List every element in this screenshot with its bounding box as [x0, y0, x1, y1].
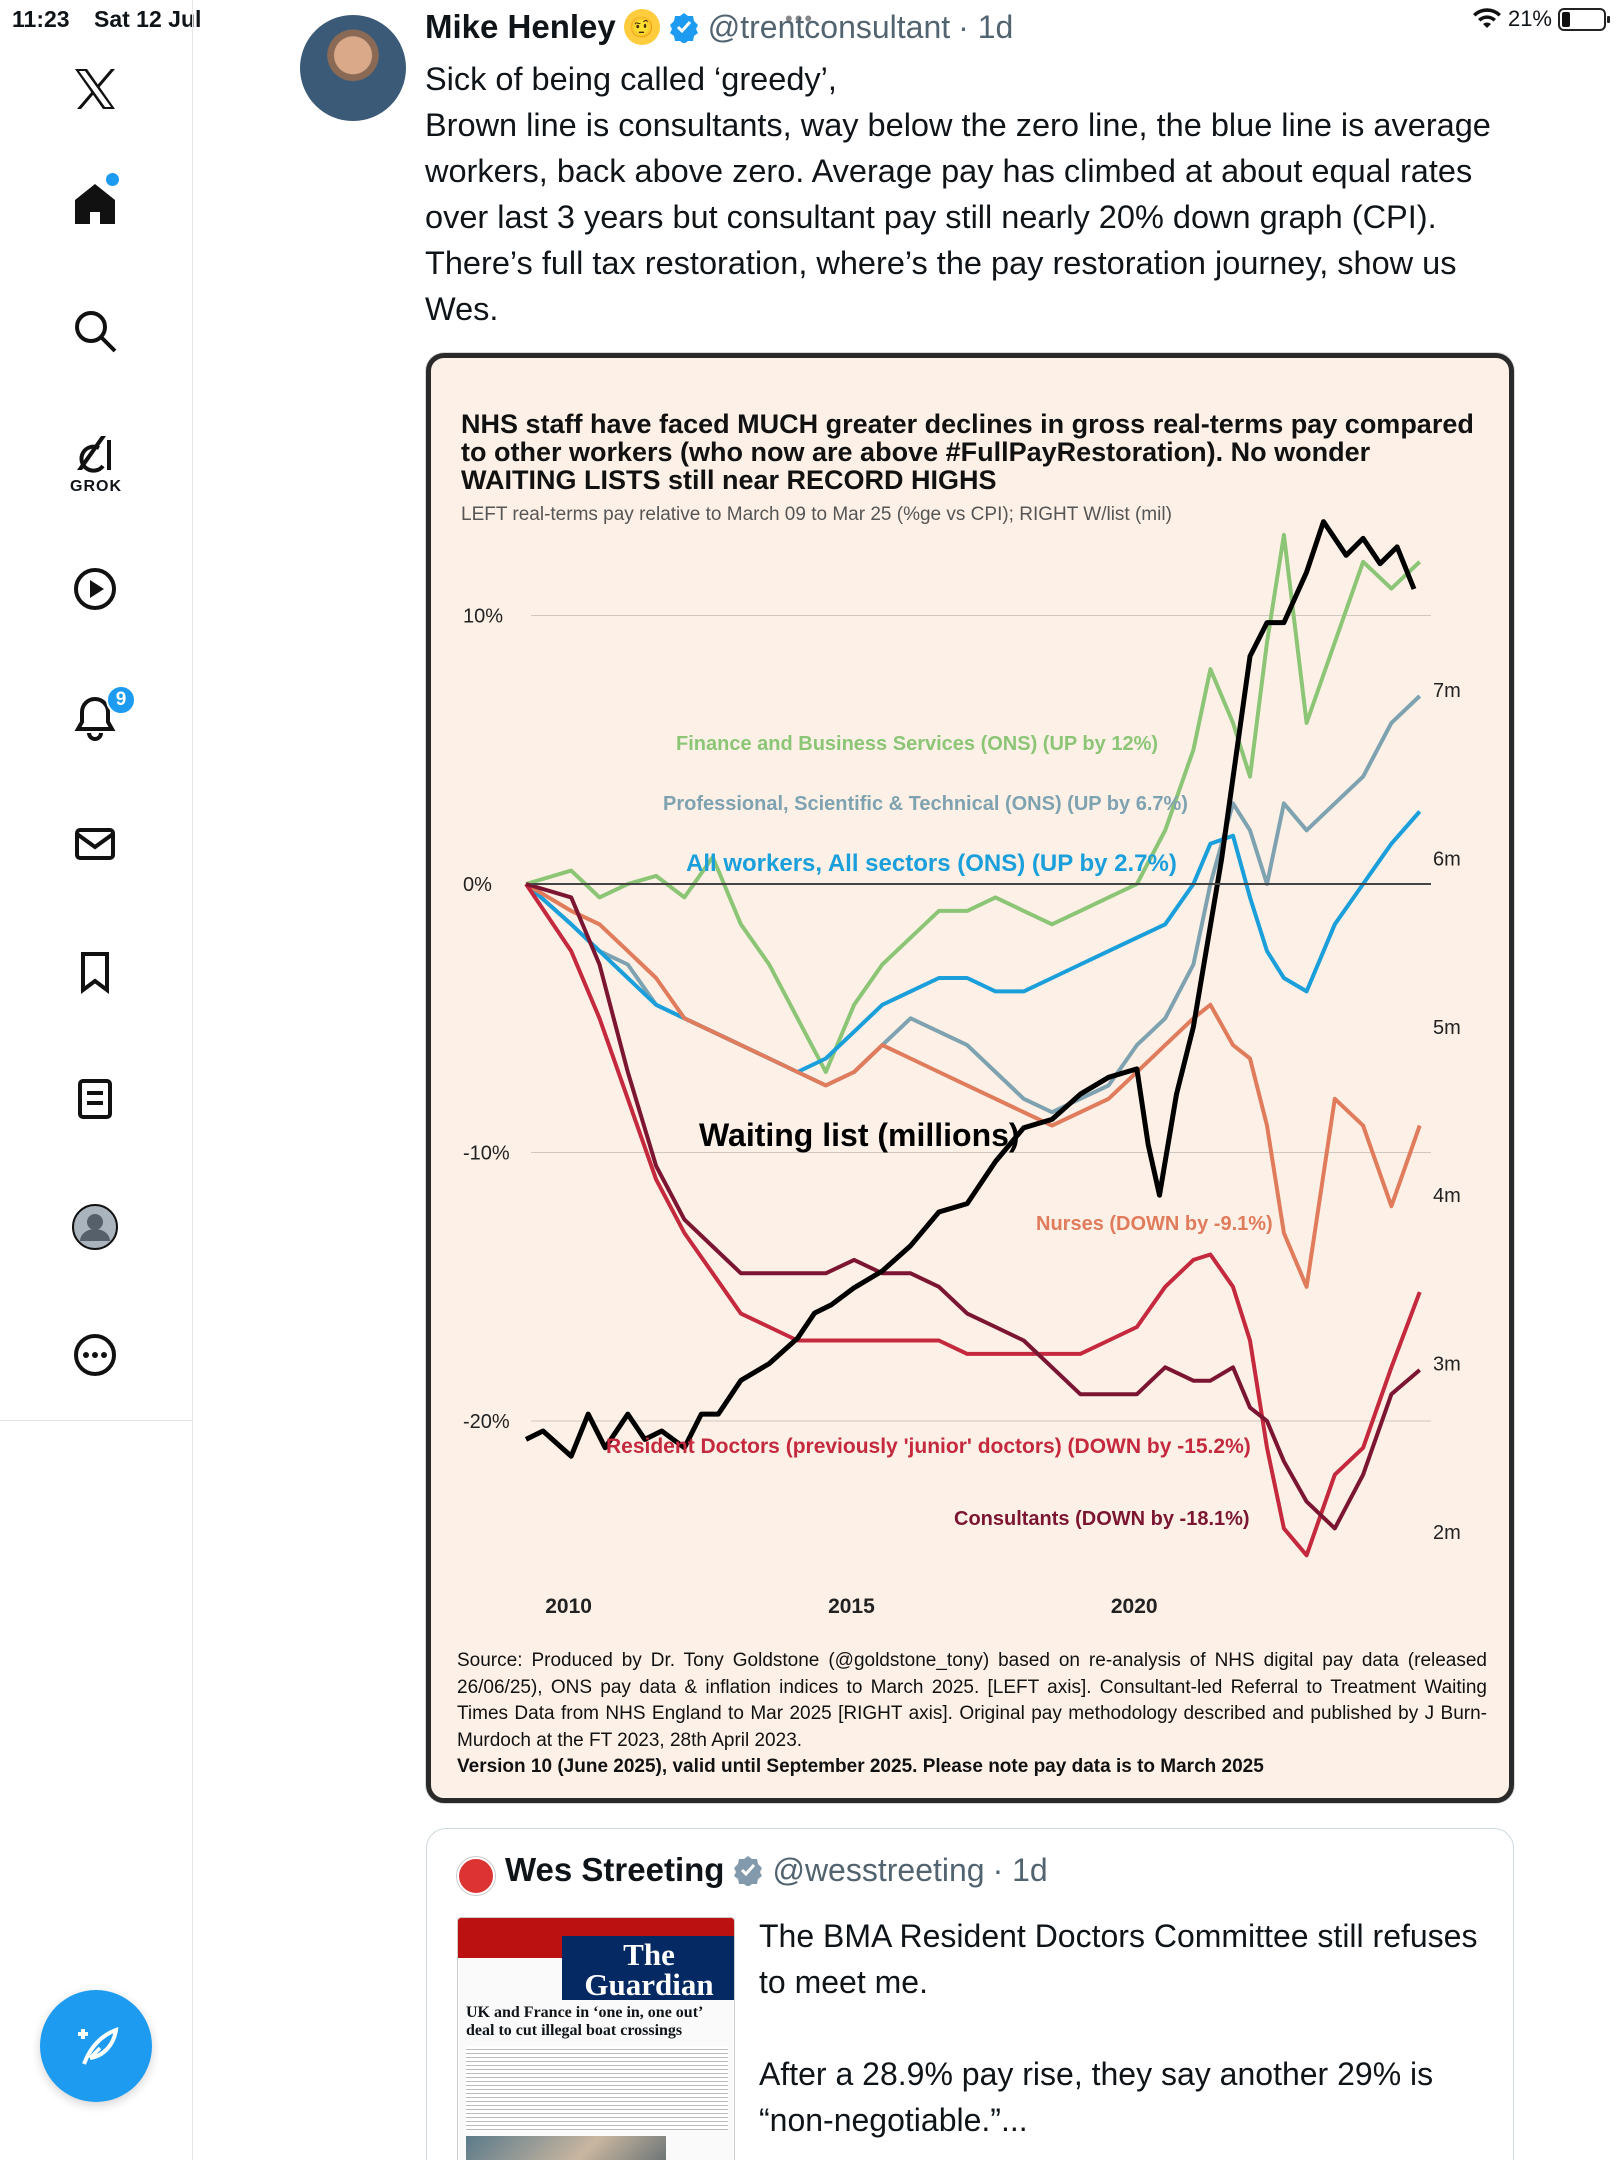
verified-gray-badge-icon	[734, 1856, 763, 1886]
grok-icon[interactable]	[66, 425, 124, 483]
multitask-dots[interactable]: •••	[785, 6, 815, 31]
home-unread-dot	[106, 173, 119, 186]
quoted-tweet[interactable]: Wes Streeting @wesstreeting · 1d The Gua…	[426, 1828, 1514, 2160]
status-date: Sat 12 Jul	[94, 6, 202, 32]
x-tick-label: 2010	[545, 1595, 592, 1618]
newspaper-headline: UK and France in ‘one in, one out’ deal …	[466, 2004, 703, 2039]
left-tick-label: -20%	[463, 1411, 510, 1433]
notifications-badge: 9	[106, 685, 136, 715]
quoted-avatar	[457, 1857, 495, 1895]
left-tick-label: 10%	[463, 606, 503, 628]
series-line	[524, 882, 1422, 1289]
chart-title: NHS staff have faced MUCH greater declin…	[461, 409, 1474, 495]
chart-version: Version 10 (June 2025), valid until Sept…	[457, 1756, 1264, 1777]
compose-feather-icon	[78, 2026, 119, 2065]
quoted-author-name: Wes Streeting	[505, 1851, 725, 1888]
newspaper-columns	[466, 2046, 728, 2130]
series-label: Consultants (DOWN by -18.1%)	[954, 1508, 1250, 1530]
series-label: All workers, All sectors (ONS) (UP by 2.…	[686, 850, 1177, 877]
right-tick-label: 4m	[1433, 1185, 1461, 1207]
quoted-time: · 1d	[992, 1851, 1048, 1888]
wifi-icon	[1472, 8, 1501, 28]
tweet-time: · 1d	[958, 8, 1014, 45]
messages-icon[interactable]	[66, 815, 124, 873]
tweet-media-chart[interactable]: 10% 0% -10% -20% 7m 6m 5m 4m 3m 2m 2010 2015 2020 Fin…	[426, 353, 1514, 1803]
battery-percent: 21%	[1507, 6, 1552, 31]
sidebar: GROK 9	[0, 0, 193, 2160]
more-icon[interactable]	[66, 1326, 124, 1384]
search-icon[interactable]	[66, 302, 124, 360]
tweet-header: Mike Henley 🤨 @trentconsultant · 1d	[425, 8, 1013, 46]
quoted-text: The BMA Resident Doctors Committee still…	[759, 1918, 1478, 2138]
chart-plot: 10% 0% -10% -20% 7m 6m 5m 4m 3m 2m 2010 2015 2020 Fin…	[463, 519, 1461, 1618]
chart-subtitle: LEFT real-terms pay relative to March 09…	[461, 504, 1172, 525]
right-tick-label: 6m	[1433, 848, 1461, 870]
series-line	[524, 882, 1422, 1558]
compose-button[interactable]	[40, 1990, 152, 2102]
x-logo-icon[interactable]	[66, 60, 124, 118]
profile-icon[interactable]	[66, 1198, 124, 1256]
series-label: Waiting list (millions)	[699, 1117, 1020, 1153]
series-line	[524, 519, 1417, 1459]
author-avatar[interactable]	[300, 15, 406, 121]
verified-badge-icon	[669, 13, 698, 43]
bookmarks-icon[interactable]	[66, 943, 124, 1001]
right-tick-label: 5m	[1433, 1017, 1461, 1039]
newspaper-photo	[466, 2136, 666, 2160]
series-line	[525, 882, 1421, 1531]
author-handle[interactable]: @trentconsultant	[707, 8, 951, 45]
notifications-icon[interactable]	[66, 688, 124, 746]
grok-label: GROK	[70, 478, 122, 495]
right-tick-label: 7m	[1433, 680, 1461, 702]
left-tick-label: 0%	[463, 874, 492, 896]
home-icon[interactable]	[66, 175, 124, 233]
sidebar-divider	[0, 1420, 193, 1421]
series-line	[525, 532, 1422, 1074]
newspaper-masthead: The Guardian	[562, 1936, 734, 2000]
x-tick-label: 2015	[828, 1595, 875, 1618]
right-tick-label: 3m	[1433, 1354, 1461, 1376]
chart-source-text: Source: Produced by Dr. Tony Goldstone (…	[457, 1650, 1487, 1751]
series-label: Finance and Business Services (ONS) (UP …	[676, 733, 1158, 755]
raised-eyebrow-emoji-icon: 🤨	[623, 9, 660, 45]
battery-icon	[1558, 7, 1610, 31]
quoted-header: Wes Streeting @wesstreeting · 1d	[505, 1851, 1048, 1889]
quoted-newspaper-thumbnail: The Guardian UK and France in ‘one in, o…	[457, 1917, 735, 2160]
chart-source: Source: Produced by Dr. Tony Goldstone (…	[457, 1648, 1487, 1781]
left-tick-label: -10%	[463, 1143, 510, 1165]
series-label: Nurses (DOWN by -9.1%)	[1036, 1213, 1273, 1235]
x-tick-label: 2020	[1111, 1595, 1158, 1618]
lists-icon[interactable]	[66, 1070, 124, 1128]
series-label: Professional, Scientific & Technical (ON…	[663, 793, 1188, 815]
status-time: 11:23	[12, 6, 70, 32]
quoted-handle: @wesstreeting	[772, 1851, 985, 1888]
right-tick-label: 2m	[1433, 1522, 1461, 1544]
series-label: Resident Doctors (previously 'junior' do…	[606, 1435, 1251, 1458]
author-name[interactable]: Mike Henley	[425, 8, 616, 45]
video-icon[interactable]	[66, 560, 124, 618]
series-line	[524, 694, 1422, 1115]
tweet-text: Sick of being called ‘greedy’, Brown lin…	[425, 61, 1491, 327]
status-indicators: 21%	[1472, 6, 1610, 32]
